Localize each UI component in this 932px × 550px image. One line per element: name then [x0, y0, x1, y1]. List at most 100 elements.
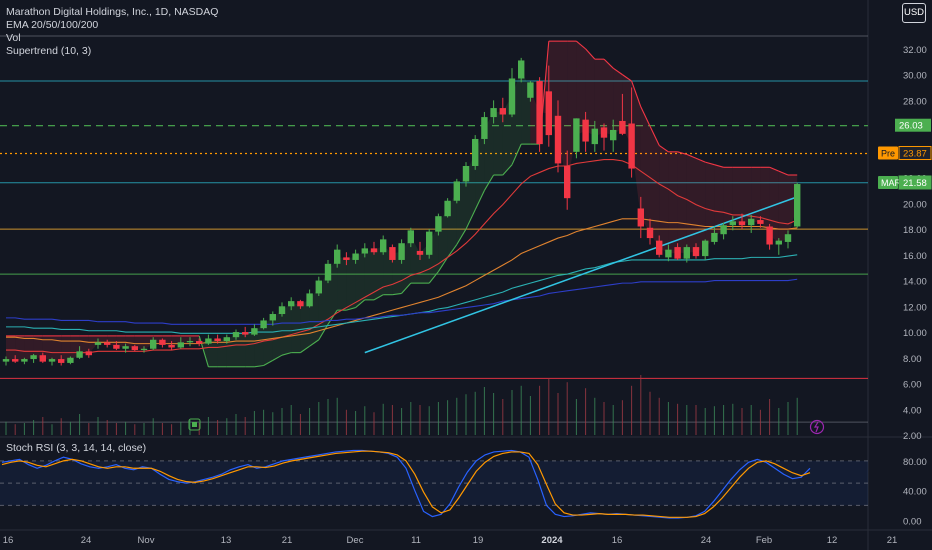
candle-body [564, 165, 571, 199]
x-tick-label: 13 [221, 535, 232, 546]
candle-body [278, 306, 286, 315]
supertrend-segment [658, 144, 669, 153]
candle-body [315, 280, 322, 294]
supertrend-fill [594, 59, 604, 137]
candle-body [600, 127, 608, 138]
ema-indicator-label[interactable]: EMA 20/50/100/200 [6, 19, 99, 31]
price-label-box [895, 118, 931, 132]
supertrend-fill [659, 145, 669, 254]
supertrend-fill [567, 41, 577, 183]
candle-body [76, 351, 83, 358]
candle-body [288, 301, 295, 307]
candle-body [131, 346, 138, 351]
candle-body [416, 250, 424, 255]
supertrend-fill [300, 299, 310, 353]
supertrend-segment [456, 228, 467, 245]
supertrend-fill [208, 339, 218, 367]
ema-line [6, 278, 798, 325]
stoch-background [0, 440, 868, 530]
supertrend-fill [125, 335, 135, 349]
candle-body [656, 240, 663, 255]
supertrend-segment [346, 307, 356, 311]
dividend-marker [809, 419, 825, 435]
stoch-tick-label: 0.00 [903, 516, 922, 527]
supertrend-segment [502, 164, 513, 176]
supertrend-fill [254, 324, 264, 367]
supertrend-segment [300, 345, 310, 354]
candle-body [665, 249, 672, 258]
supertrend-fill [686, 154, 696, 253]
y-tick-label: 16.00 [903, 251, 927, 262]
candle-body [610, 129, 617, 141]
supertrend-segment [318, 324, 329, 341]
supertrend-segment [705, 161, 715, 166]
candle-body [481, 117, 488, 139]
supertrend-fill [604, 59, 614, 136]
supertrend-segment [686, 153, 697, 159]
x-tick-label: 11 [411, 535, 421, 546]
supertrend-segment [769, 166, 780, 172]
candle-body [186, 341, 194, 343]
supertrend-fill [355, 250, 365, 308]
supertrend-segment [511, 143, 522, 165]
supertrend-segment [649, 125, 660, 146]
candle-body [214, 338, 221, 342]
supertrend-fill [502, 96, 512, 176]
supertrend-fill [742, 167, 752, 224]
supertrend-fill [134, 335, 144, 350]
supertrend-segment [603, 58, 614, 69]
stoch-rsi-label[interactable]: Stoch RSI (3, 3, 14, 14, close) [6, 442, 147, 454]
candle-body [177, 342, 184, 348]
supertrend-fill [696, 158, 706, 252]
candle-body [591, 128, 598, 145]
supertrend-segment [640, 106, 651, 127]
supertrend-fill [346, 256, 356, 311]
candle-body [472, 138, 479, 166]
volume-indicator-label[interactable]: Vol [6, 32, 21, 44]
supertrend-fill [337, 256, 347, 311]
candle-body [784, 234, 792, 242]
supertrend-segment [622, 74, 632, 82]
supertrend-indicator-label[interactable]: Supertrend (10, 3) [6, 45, 92, 57]
candle-body [748, 218, 755, 226]
candle-body [702, 240, 709, 257]
candle-body [674, 247, 681, 259]
supertrend-fill [585, 48, 595, 137]
candle-body [573, 118, 580, 152]
candle-body [205, 338, 212, 344]
candle-body [711, 232, 718, 242]
candle-body [352, 253, 359, 260]
supertrend-fill [98, 335, 108, 344]
candle-body [766, 226, 773, 245]
candle-body [343, 257, 350, 260]
supertrend-fill [42, 335, 52, 361]
candle-body [646, 227, 654, 239]
candle-body [297, 301, 304, 307]
candle-body [232, 332, 240, 338]
candle-body [582, 119, 589, 142]
candle-body [757, 220, 764, 224]
candle-body [518, 60, 525, 79]
candle-body [324, 263, 332, 281]
supertrend-segment [327, 309, 338, 325]
candle-body [628, 123, 635, 169]
x-tick-label: Feb [756, 535, 772, 546]
supertrend-segment [631, 80, 642, 107]
candle-body [444, 200, 451, 217]
supertrend-segment [778, 170, 789, 176]
candle-body [407, 230, 414, 244]
symbol-title[interactable]: Marathon Digital Holdings, Inc., 1D, NAS… [6, 6, 219, 18]
candle-body [168, 344, 175, 348]
candle-body [435, 216, 442, 232]
supertrend-fill [714, 164, 724, 238]
candle-body [794, 184, 801, 227]
supertrend-segment [677, 151, 687, 155]
supertrend-fill [631, 81, 641, 218]
currency-button[interactable]: USD [902, 3, 926, 23]
x-tick-label: Nov [138, 535, 155, 546]
supertrend-fill [24, 335, 34, 361]
price-label-value-box [898, 146, 932, 161]
supertrend-segment [585, 48, 596, 60]
price-label-tag [878, 146, 898, 160]
